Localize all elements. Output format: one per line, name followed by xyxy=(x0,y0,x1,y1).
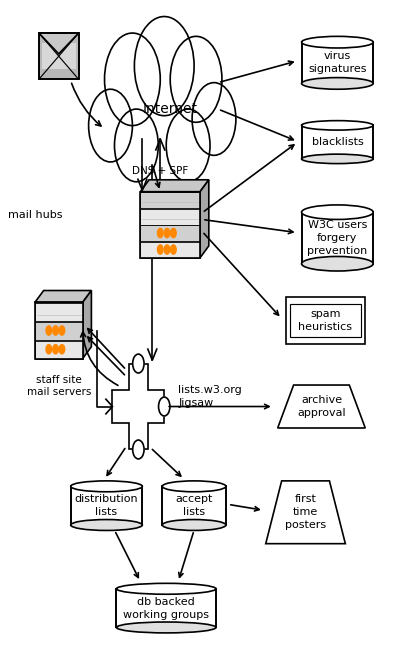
Ellipse shape xyxy=(301,77,373,89)
Text: first
time
posters: first time posters xyxy=(285,494,326,531)
Bar xyxy=(35,303,83,358)
Circle shape xyxy=(164,228,170,238)
Ellipse shape xyxy=(71,520,142,530)
Circle shape xyxy=(126,59,198,178)
Text: accept
lists: accept lists xyxy=(176,494,213,518)
Bar xyxy=(39,33,79,79)
Circle shape xyxy=(133,440,144,459)
Bar xyxy=(71,486,142,525)
Bar xyxy=(116,589,216,627)
Circle shape xyxy=(88,89,132,162)
Text: distribution
lists: distribution lists xyxy=(75,494,138,518)
Bar xyxy=(35,322,83,340)
Polygon shape xyxy=(266,481,345,543)
Ellipse shape xyxy=(162,481,226,492)
Polygon shape xyxy=(278,385,365,428)
Bar xyxy=(141,242,200,258)
Text: blacklists: blacklists xyxy=(311,137,363,147)
Text: W3C users
forgery
prevention: W3C users forgery prevention xyxy=(307,219,367,256)
Ellipse shape xyxy=(301,154,373,163)
Circle shape xyxy=(53,344,58,354)
Bar xyxy=(290,304,361,337)
Polygon shape xyxy=(200,180,209,258)
Polygon shape xyxy=(35,291,91,303)
Polygon shape xyxy=(141,180,209,192)
Circle shape xyxy=(46,344,52,354)
Ellipse shape xyxy=(162,520,226,530)
FancyArrowPatch shape xyxy=(80,332,118,385)
Bar xyxy=(42,44,75,69)
Ellipse shape xyxy=(301,121,373,130)
Bar xyxy=(301,212,373,264)
Bar xyxy=(301,42,373,83)
Bar xyxy=(286,297,365,344)
Bar xyxy=(141,192,200,208)
Ellipse shape xyxy=(116,622,216,633)
Bar xyxy=(141,192,200,258)
Bar xyxy=(35,303,83,321)
Circle shape xyxy=(53,326,58,335)
Circle shape xyxy=(59,344,65,354)
Circle shape xyxy=(170,36,222,122)
Text: lists.w3.org
Jigsaw: lists.w3.org Jigsaw xyxy=(178,385,242,408)
FancyArrowPatch shape xyxy=(72,83,101,126)
Circle shape xyxy=(115,109,158,182)
Ellipse shape xyxy=(301,205,373,219)
Text: archive
approval: archive approval xyxy=(297,395,346,418)
Circle shape xyxy=(164,245,170,254)
Circle shape xyxy=(134,17,194,116)
Text: mail hubs: mail hubs xyxy=(8,210,63,220)
Ellipse shape xyxy=(301,256,373,271)
Circle shape xyxy=(171,245,176,254)
Bar xyxy=(301,126,373,159)
Text: DNS + SPF: DNS + SPF xyxy=(132,165,188,176)
Ellipse shape xyxy=(71,481,142,492)
Text: Internet: Internet xyxy=(143,102,198,116)
Text: virus
signatures: virus signatures xyxy=(308,51,367,75)
Circle shape xyxy=(46,326,52,335)
Circle shape xyxy=(166,109,210,182)
Polygon shape xyxy=(83,291,91,358)
Bar xyxy=(141,209,200,225)
Text: spam
heuristics: spam heuristics xyxy=(299,309,352,332)
Circle shape xyxy=(105,33,160,126)
Bar xyxy=(35,340,83,358)
Circle shape xyxy=(192,83,236,155)
Circle shape xyxy=(158,245,163,254)
Circle shape xyxy=(59,326,65,335)
Text: db backed
working groups: db backed working groups xyxy=(123,596,209,620)
Polygon shape xyxy=(113,364,164,449)
Bar xyxy=(39,33,79,79)
Circle shape xyxy=(133,354,144,373)
Circle shape xyxy=(158,228,163,238)
Bar xyxy=(141,225,200,241)
Ellipse shape xyxy=(116,583,216,594)
Text: staff site
mail servers: staff site mail servers xyxy=(27,375,91,397)
Circle shape xyxy=(158,397,170,416)
Polygon shape xyxy=(39,33,79,54)
Bar xyxy=(162,486,226,525)
Ellipse shape xyxy=(301,36,373,48)
Circle shape xyxy=(171,228,176,238)
